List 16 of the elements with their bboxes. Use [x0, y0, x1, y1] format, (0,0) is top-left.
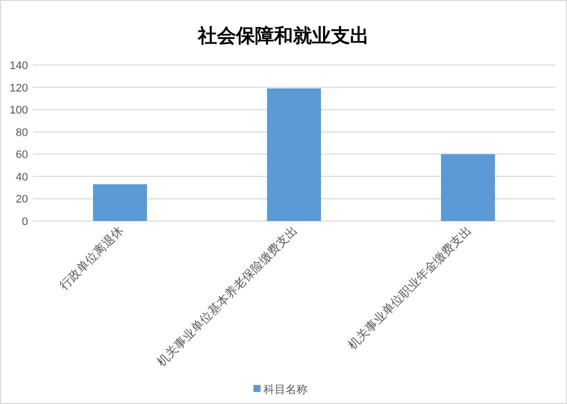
y-tick-label: 100	[10, 104, 28, 117]
chart-title: 社会保障和就业支出	[197, 25, 369, 47]
y-tick-label: 80	[16, 126, 28, 139]
x-tick-label: 机关事业单位职业年金缴费支出	[345, 223, 474, 352]
x-tick-label: 机关事业单位基本养老保险缴费支出	[154, 223, 300, 369]
y-tick-label: 40	[16, 171, 28, 184]
y-tick-label: 0	[22, 216, 28, 228]
y-tick-label: 20	[16, 194, 28, 206]
legend-label: 科目名称	[264, 384, 308, 396]
bar	[267, 88, 321, 221]
y-tick-label: 60	[16, 149, 28, 162]
bar	[93, 184, 147, 221]
y-tick-label: 140	[10, 60, 28, 72]
x-tick-label: 行政单位离退休	[56, 223, 126, 293]
y-tick-label: 120	[10, 82, 28, 94]
bar	[441, 154, 495, 221]
